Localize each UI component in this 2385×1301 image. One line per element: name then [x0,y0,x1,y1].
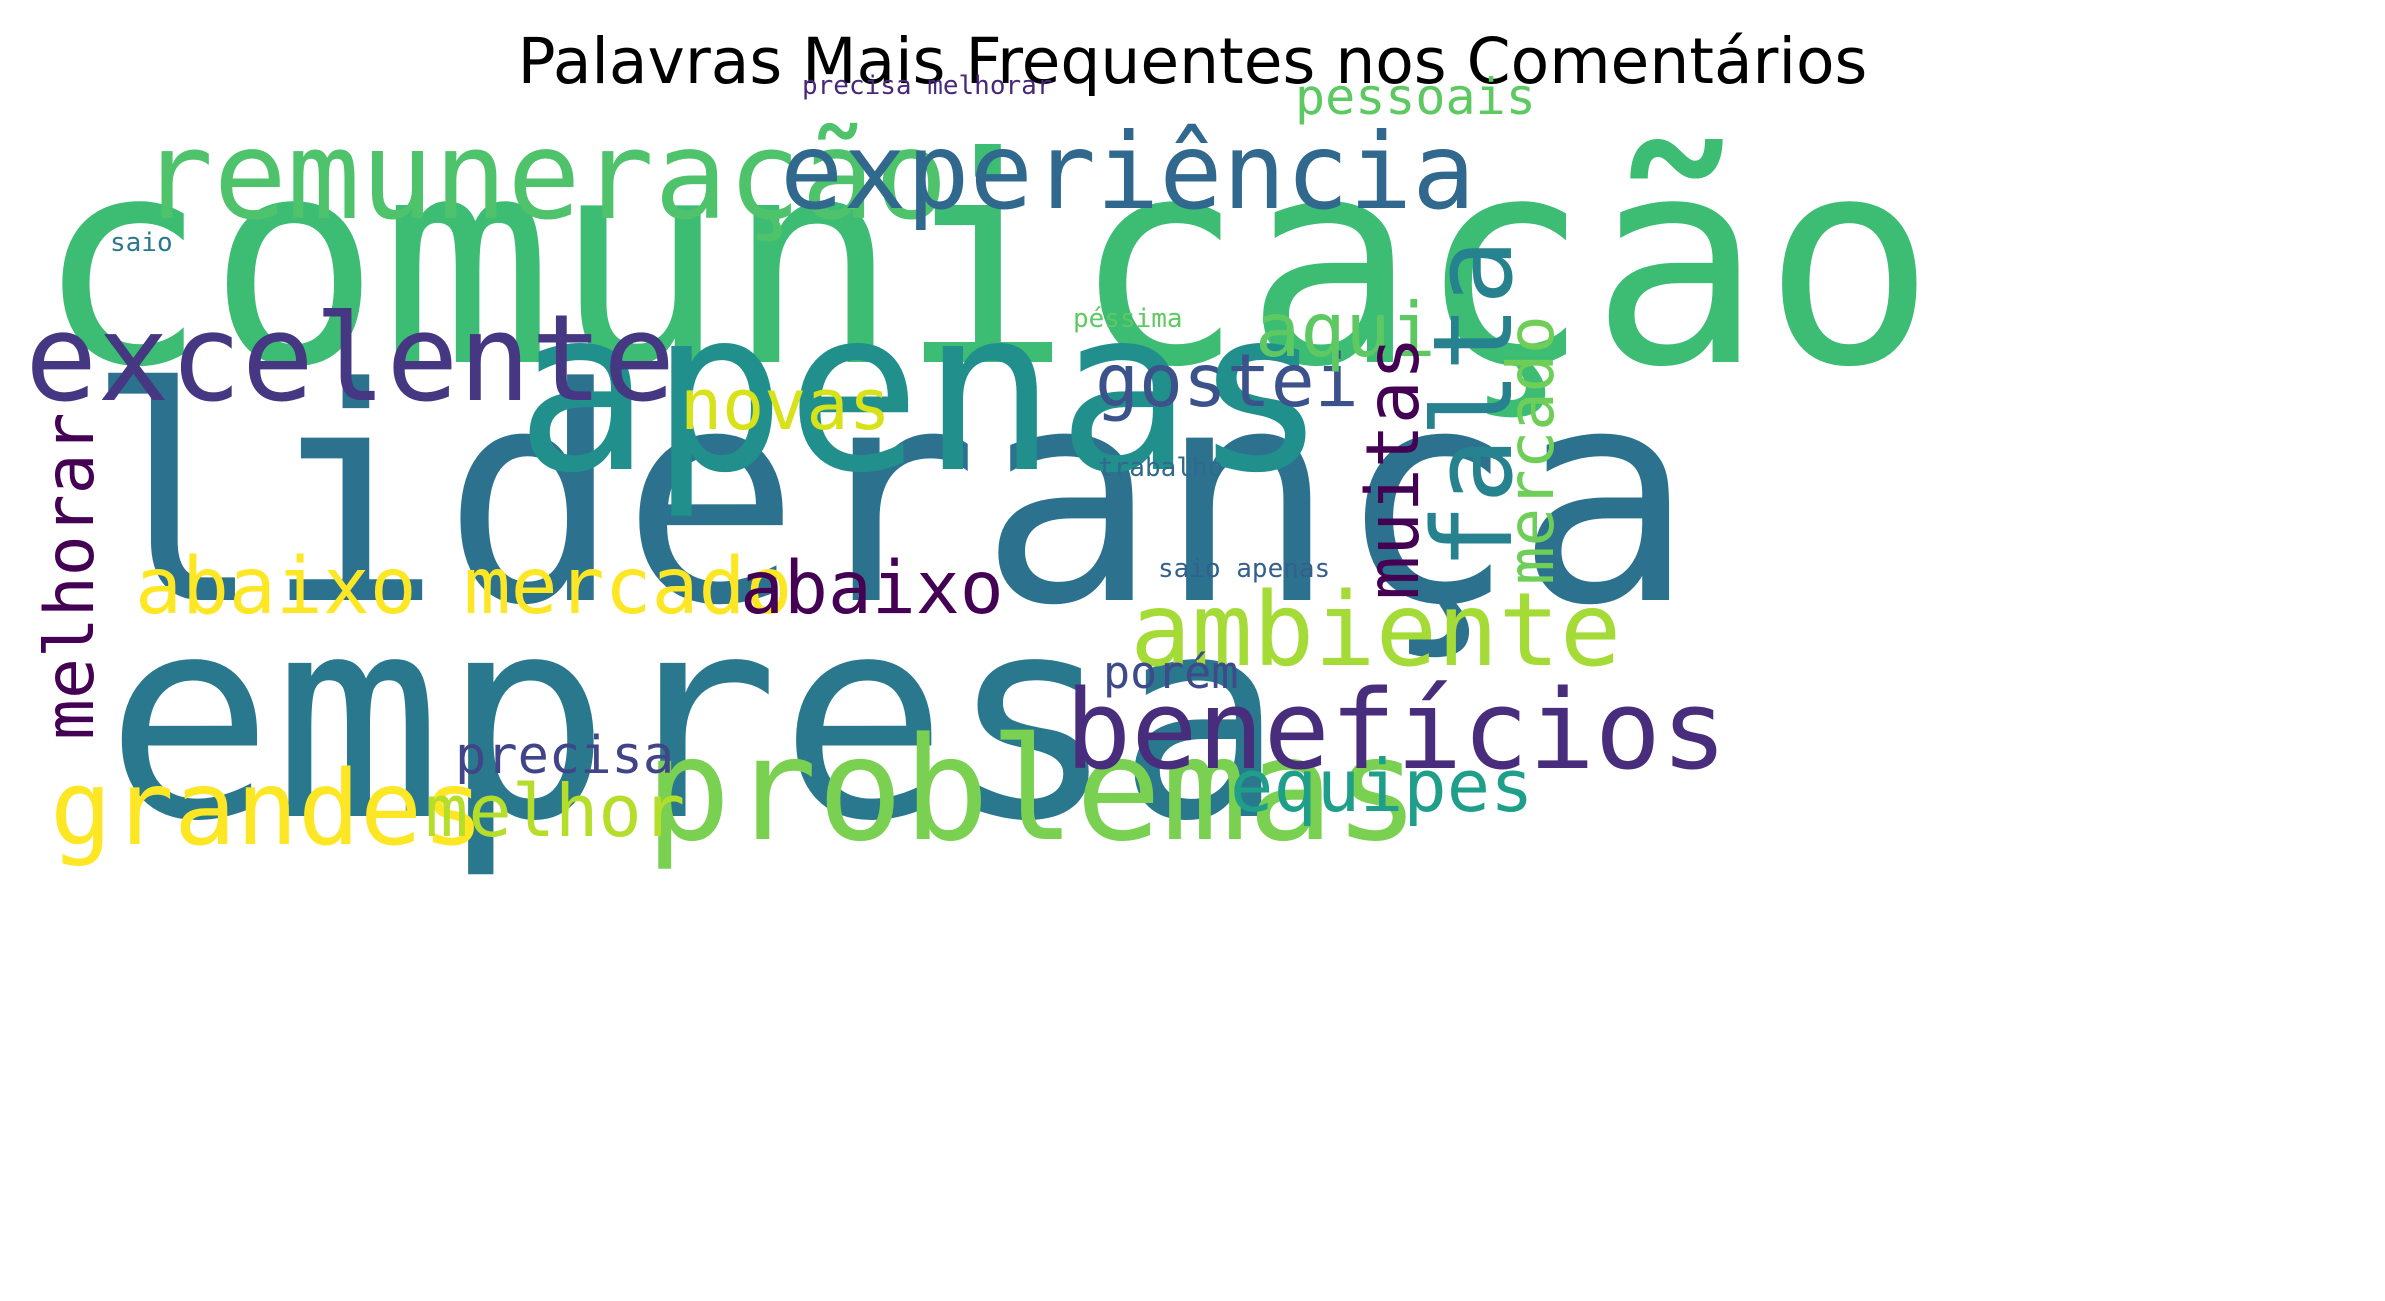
word-apenas: apenas [515,261,1328,523]
word-equipes: equipes [1230,744,1534,828]
chart-title: Palavras Mais Frequentes nos Comentários [517,25,1868,98]
word-melhor: melhor [425,769,686,853]
word-experiencia: experiência [780,111,1476,233]
word-excelente: excelente [25,290,676,429]
word-saio: saio [110,228,173,258]
word-gostei: gostei [1095,339,1359,424]
word-precisa: precisa [455,726,675,786]
word-beneficios: benefícios [1065,666,1728,794]
word-aqui: aqui [1255,286,1436,374]
word-lideranca: liderança [85,325,1695,671]
word-pessima: péssima [1073,304,1183,334]
word-remuneracao: remuneração [140,105,948,247]
word-melhorar: melhorar [31,412,110,740]
word-comunicacao: comunicação [35,96,1936,430]
word-novas: novas [680,364,891,446]
word-mercado: mercado [1495,315,1569,585]
word-empresa: empresa [105,557,1286,883]
word-porem: porém [1103,646,1239,699]
word-trabalho: trabalho [1098,453,1224,483]
word-abaixo: abaixo [740,546,1004,631]
word-saio-apenas: saio apenas [1158,554,1331,584]
word-grandes: grandes [50,749,485,869]
word-precisa-melhorar: precisa melhorar [802,71,1053,101]
word-abaixo-mercado: abaixo mercado [135,542,793,632]
word-problemas: problemas [645,706,1420,873]
word-ambiente: ambiente [1130,571,1622,690]
word-pessoais: pessoais [1295,68,1536,126]
